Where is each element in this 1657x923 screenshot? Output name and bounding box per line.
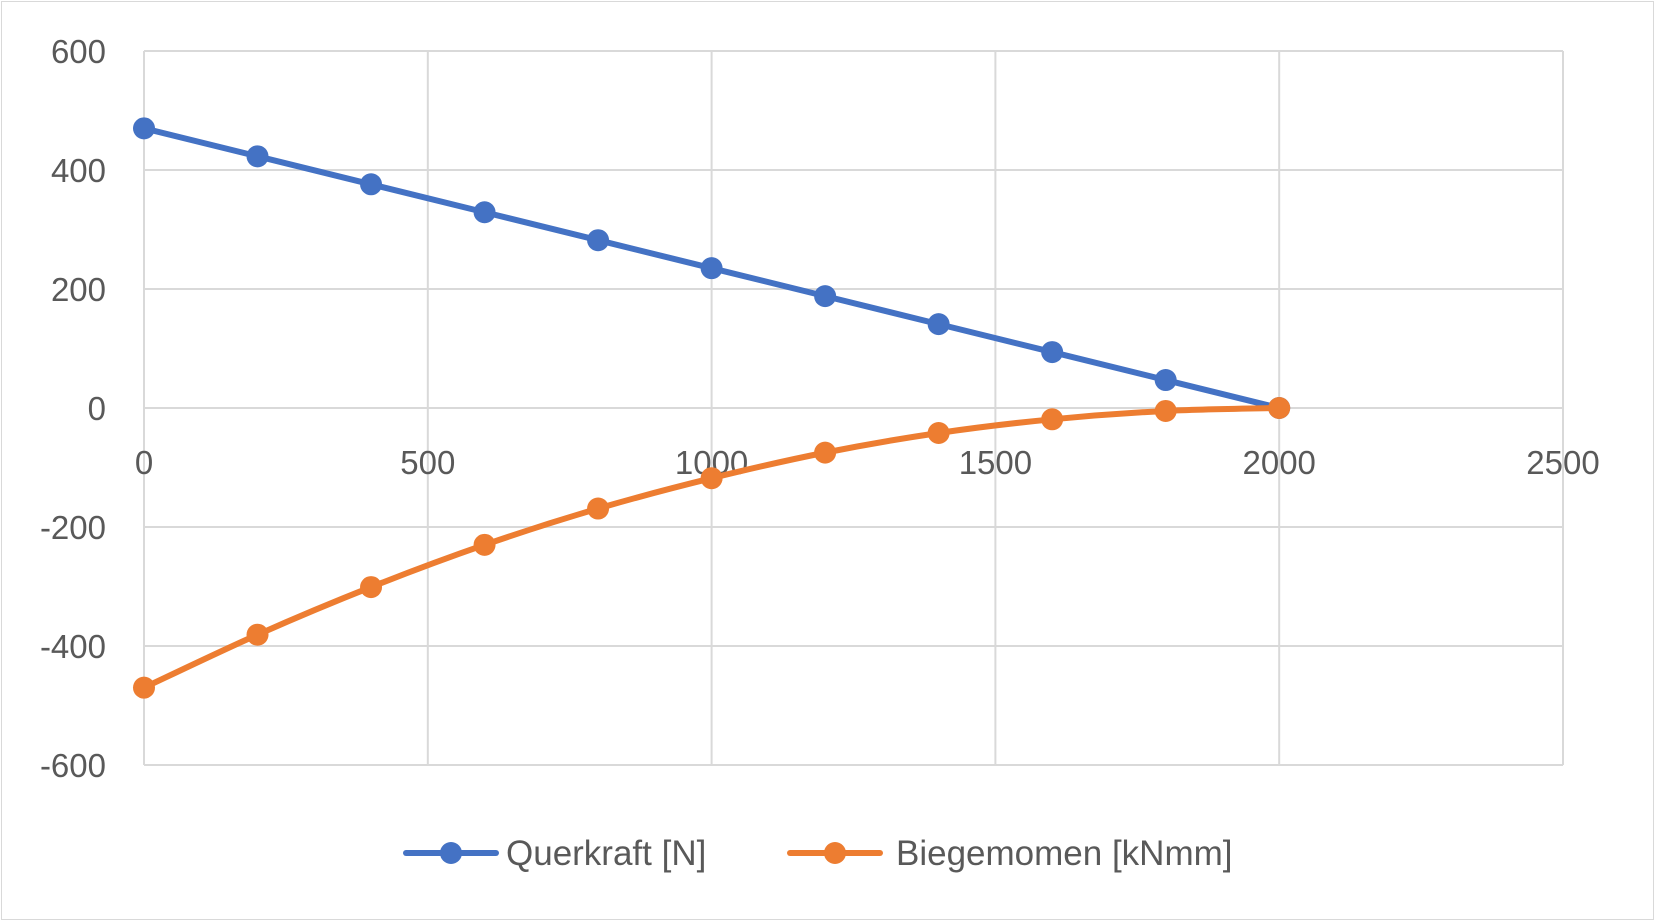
data-point (473, 201, 496, 224)
data-point (814, 441, 837, 464)
series-2 (133, 397, 1291, 699)
y-tick-label: -200 (40, 509, 106, 546)
series-group (133, 117, 1291, 699)
x-tick-label: 2500 (1526, 444, 1599, 481)
data-point (927, 313, 950, 336)
x-tick-label: 0 (135, 444, 153, 481)
y-axis-tick-labels: 600 400 200 0 -200 -400 -600 (40, 33, 106, 784)
x-axis-tick-labels: 0 500 1000 1500 2000 2500 (135, 444, 1600, 481)
legend-label: Querkraft [N] (506, 834, 706, 873)
legend-marker (440, 842, 462, 864)
x-tick-label: 500 (400, 444, 455, 481)
data-point (700, 257, 723, 280)
y-tick-label: -600 (40, 747, 106, 784)
legend-label: Biegemomen [kNmm] (896, 834, 1232, 873)
data-point (133, 117, 155, 140)
data-point (927, 421, 950, 444)
data-point (1041, 408, 1064, 431)
data-point (133, 676, 155, 699)
y-tick-label: 200 (51, 271, 106, 308)
data-point (246, 145, 269, 168)
y-tick-label: -400 (40, 628, 106, 665)
y-tick-label: 0 (88, 390, 106, 427)
data-point (473, 533, 496, 556)
data-point (1268, 397, 1291, 419)
data-point (246, 623, 269, 646)
data-point (587, 229, 610, 252)
data-point (700, 467, 723, 490)
x-tick-label: 2000 (1242, 444, 1315, 481)
data-point (1154, 369, 1177, 392)
legend-entry: Biegemomen [kNmm] (787, 834, 1232, 873)
data-point (587, 497, 610, 520)
data-point (814, 285, 837, 308)
y-tick-label: 400 (51, 152, 106, 189)
data-point (1154, 399, 1177, 422)
gridlines (143, 50, 1564, 766)
y-tick-label: 600 (51, 33, 106, 70)
legend-entry: Querkraft [N] (403, 834, 706, 873)
data-point (360, 173, 383, 196)
x-tick-label: 1500 (959, 444, 1032, 481)
legend: Querkraft [N] Biegemomen [kNmm] (403, 834, 1232, 873)
data-point (360, 576, 383, 599)
data-point (1041, 341, 1064, 364)
legend-marker (824, 842, 846, 864)
